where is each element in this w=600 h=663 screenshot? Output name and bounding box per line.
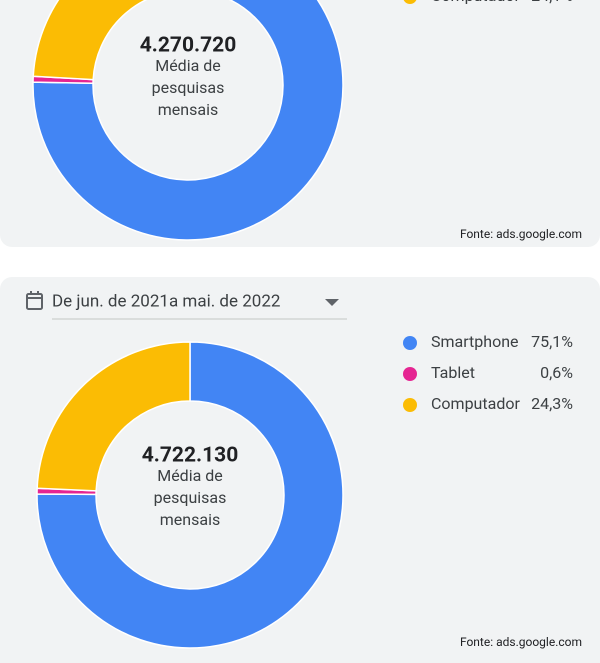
legend-label: Computador [431,0,520,5]
slice [36,341,191,492]
date-range[interactable]: De jun. de 2021a mai. de 2022 [52,291,280,311]
legend-dot [403,0,417,4]
center-value: 4.722.130 [142,444,239,468]
slice [36,341,344,649]
legend-dot [403,398,417,412]
legend-label: Tablet [431,363,475,382]
source: Fonte: ads.google.com [460,635,582,649]
source: Fonte: ads.google.com [460,227,582,241]
legend-value: 24,1% [531,0,573,5]
legend-dot [403,367,417,381]
center-label: Média de pesquisas mensais [153,466,227,529]
center-label: Média de pesquisas mensais [151,56,225,119]
legend-value: 0,6% [540,363,573,382]
legend-value: 24,3% [531,394,573,413]
legend-value: 75,1% [531,332,573,351]
center-value: 4.270.720 [140,34,237,58]
legend-label: Smartphone [431,332,519,351]
calendar-icon [26,291,43,310]
slice [32,0,344,241]
dropdown-arrow[interactable] [325,299,339,306]
legend-dot [403,336,417,350]
legend-label: Computador [431,394,520,413]
slice [32,0,148,81]
